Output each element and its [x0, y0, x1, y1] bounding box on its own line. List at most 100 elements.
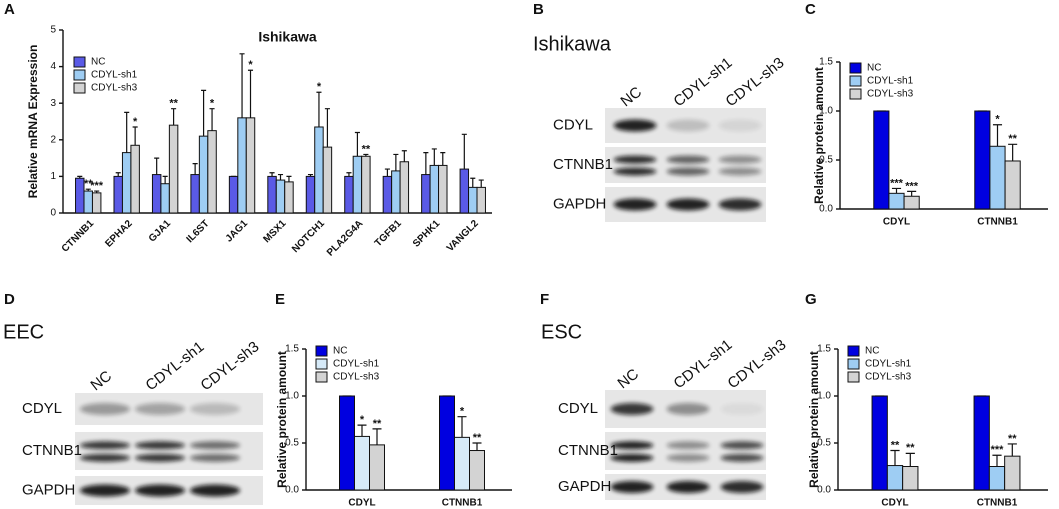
- significance-label: **: [362, 143, 371, 155]
- blot-band: [189, 453, 241, 462]
- x-tick-label: EPHA2: [103, 218, 135, 250]
- error-bar: [401, 150, 407, 162]
- blot-band: [666, 198, 710, 211]
- error-bar: [393, 153, 399, 171]
- blot-band: [79, 441, 131, 450]
- row-label: CTNNB1: [22, 442, 82, 459]
- y-tick-label: 1: [50, 171, 56, 182]
- significance-label: *: [995, 114, 1000, 126]
- bar: [151, 174, 162, 214]
- bar: [168, 124, 179, 214]
- error-bar: [346, 172, 352, 177]
- row-label: CTNNB1: [558, 442, 618, 459]
- significance-label: **: [473, 432, 482, 444]
- blot-band: [134, 484, 186, 497]
- blot-band: [720, 481, 764, 493]
- legend-label: CDYL-sh1: [91, 70, 138, 81]
- error-bar: [372, 428, 382, 445]
- blot-title: ESC: [541, 321, 582, 343]
- blot-band: [610, 453, 654, 462]
- significance-label: **: [169, 98, 178, 110]
- panel-letter: D: [4, 291, 15, 308]
- y-tick-label: 1.0: [819, 106, 833, 117]
- blot-band: [720, 453, 764, 462]
- x-tick-label: NOTCH1: [290, 218, 327, 255]
- bar: [873, 110, 890, 210]
- legend-label: NC: [865, 346, 879, 357]
- blot-band: [666, 403, 710, 415]
- x-tick-label: VANGL2: [445, 218, 481, 254]
- bar: [391, 170, 401, 214]
- blot-band: [718, 155, 762, 164]
- error-bar: [269, 172, 275, 177]
- x-tick-label: MSX1: [261, 218, 288, 245]
- x-tick-label: CDYL: [881, 498, 908, 509]
- error-bar: [277, 173, 284, 181]
- blot-band: [613, 198, 657, 211]
- bar: [245, 117, 256, 214]
- blot-band: [134, 403, 186, 415]
- bar: [344, 175, 354, 214]
- x-tick-label: GJA1: [147, 218, 174, 245]
- bar: [454, 436, 470, 491]
- significance-label: *: [360, 414, 365, 426]
- blot-strip: [75, 432, 263, 470]
- legend-swatch: [315, 371, 328, 383]
- legend-swatch: [73, 69, 86, 81]
- legend-swatch: [849, 75, 862, 87]
- legend-swatch: [849, 62, 862, 74]
- y-tick-label: 1.5: [819, 57, 833, 68]
- error-bar: [1008, 143, 1018, 161]
- bar: [198, 135, 209, 214]
- bar: [361, 155, 371, 214]
- significance-label: ***: [890, 177, 904, 189]
- bar: [121, 152, 132, 214]
- lane-label: NC: [614, 365, 642, 392]
- blot-band: [610, 441, 654, 450]
- blot-band: [720, 403, 764, 415]
- error-bar: [461, 133, 467, 170]
- legend-swatch: [847, 345, 860, 357]
- legend-swatch: [315, 345, 328, 357]
- error-bar: [890, 449, 900, 466]
- error-bar: [457, 416, 467, 438]
- error-bar: [124, 111, 130, 153]
- significance-label: *: [460, 406, 465, 418]
- blot-band: [613, 119, 657, 132]
- bar: [438, 164, 448, 214]
- bar: [267, 175, 277, 214]
- blot-band: [134, 441, 186, 450]
- y-tick-label: 1.5: [285, 344, 299, 355]
- error-bar: [324, 108, 330, 148]
- bar: [113, 175, 123, 214]
- blot-band: [189, 441, 241, 450]
- y-axis-label: Relative mRNA Expression: [26, 45, 40, 199]
- error-bar: [363, 153, 369, 157]
- bar: [322, 146, 333, 214]
- blot-band: [79, 484, 131, 497]
- bar: [888, 192, 905, 210]
- bar: [886, 465, 904, 491]
- bar: [459, 168, 470, 214]
- row-label: CTNNB1: [553, 156, 613, 173]
- bar: [207, 130, 217, 214]
- bar: [284, 181, 294, 214]
- y-tick-label: 5: [50, 25, 56, 36]
- x-tick-label: CTNNB1: [977, 217, 1018, 228]
- row-label: GAPDH: [553, 195, 606, 212]
- bar: [75, 177, 85, 214]
- blot-band: [613, 155, 657, 164]
- error-bar: [239, 53, 245, 118]
- blot-band: [79, 453, 131, 462]
- lane-label: CDYL-sh3: [722, 54, 787, 110]
- blot-band: [610, 403, 654, 415]
- bar: [354, 435, 370, 491]
- error-bar: [470, 177, 476, 188]
- y-tick-label: 3: [50, 98, 56, 109]
- bar: [1004, 455, 1021, 491]
- error-bar: [905, 452, 915, 467]
- blot-title: EEC: [3, 321, 44, 343]
